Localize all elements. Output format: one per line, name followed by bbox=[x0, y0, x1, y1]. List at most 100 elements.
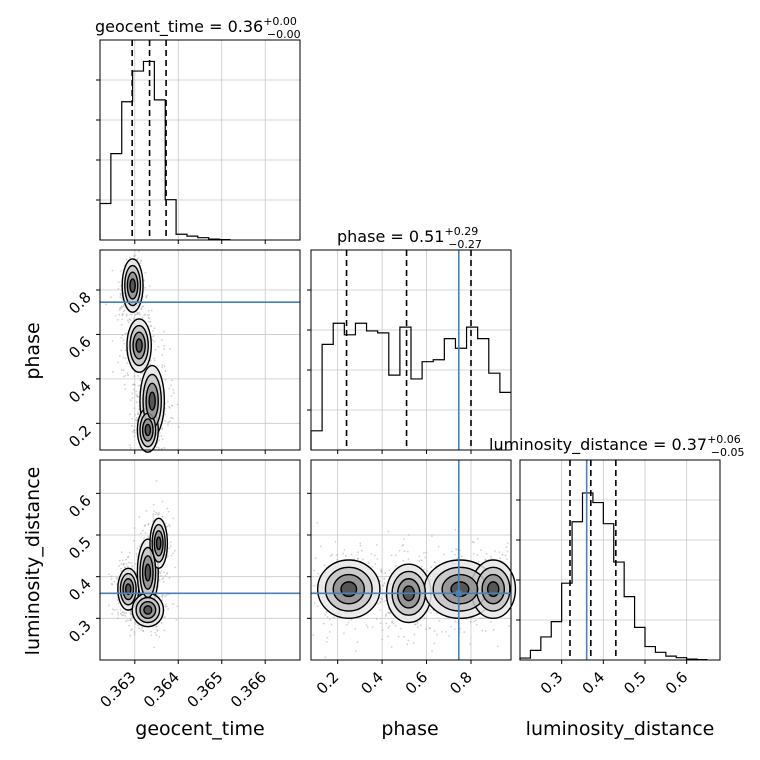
sample-point bbox=[129, 610, 132, 613]
sample-point bbox=[144, 532, 147, 534]
sample-point bbox=[438, 619, 441, 622]
sample-point bbox=[325, 641, 328, 643]
sample-point bbox=[122, 563, 125, 566]
sample-point bbox=[137, 624, 140, 627]
sample-point bbox=[137, 384, 140, 387]
sample-point bbox=[161, 366, 164, 369]
sample-point bbox=[118, 354, 121, 357]
panel-geocent-phase-contour-3-3 bbox=[144, 423, 152, 437]
sample-point bbox=[132, 255, 135, 257]
sample-point bbox=[124, 614, 127, 617]
sample-point bbox=[453, 628, 456, 631]
sample-point bbox=[156, 630, 159, 632]
sample-point bbox=[170, 384, 172, 387]
sample-point bbox=[131, 392, 134, 395]
xlabel-geocent-time: geocent_time bbox=[135, 718, 264, 740]
sample-point bbox=[163, 344, 166, 347]
sample-point bbox=[504, 554, 507, 557]
sample-point bbox=[137, 257, 140, 259]
sample-point bbox=[121, 611, 124, 614]
sample-point bbox=[118, 565, 120, 567]
panel-geocent-distance-frame bbox=[99, 459, 301, 661]
sample-point bbox=[147, 316, 150, 319]
sample-point bbox=[139, 379, 142, 382]
sample-point bbox=[129, 444, 131, 446]
sample-point bbox=[136, 413, 139, 416]
sample-point bbox=[120, 570, 123, 572]
sample-point bbox=[131, 565, 134, 567]
sample-point bbox=[124, 357, 127, 360]
sample-point bbox=[117, 361, 120, 364]
sample-point bbox=[398, 549, 401, 552]
sample-point bbox=[418, 555, 421, 558]
sample-point bbox=[122, 339, 125, 342]
sample-point bbox=[365, 624, 368, 627]
sample-point bbox=[137, 413, 140, 415]
panel-geocent-phase-contour-3-0 bbox=[129, 278, 136, 293]
sample-point bbox=[490, 555, 492, 558]
sample-point bbox=[120, 563, 123, 565]
sample-point bbox=[133, 431, 136, 434]
sample-point bbox=[143, 314, 146, 317]
sample-point bbox=[141, 316, 144, 319]
sample-point bbox=[136, 313, 139, 315]
sample-point bbox=[375, 543, 378, 546]
sample-point bbox=[130, 613, 133, 616]
sample-point bbox=[160, 594, 163, 597]
sample-point bbox=[350, 619, 353, 621]
sample-point bbox=[402, 635, 405, 638]
xtick-label-luminosity_distance-1: 0.4 bbox=[579, 668, 609, 698]
sample-point bbox=[120, 369, 123, 372]
xtick-label-luminosity_distance-3: 0.6 bbox=[662, 668, 692, 698]
sample-point bbox=[161, 515, 164, 518]
title-phase: phase = 0.51+0.29 −0.27 bbox=[337, 225, 482, 251]
sample-point bbox=[328, 631, 331, 633]
sample-point bbox=[117, 281, 120, 284]
sample-point bbox=[159, 572, 162, 575]
sample-point bbox=[416, 626, 419, 629]
sample-point bbox=[121, 297, 123, 299]
sample-point bbox=[371, 626, 374, 629]
sample-point bbox=[385, 622, 388, 625]
sample-point bbox=[166, 605, 168, 608]
sample-point bbox=[125, 258, 128, 261]
sample-point bbox=[117, 287, 120, 290]
sample-point bbox=[158, 636, 161, 638]
sample-point bbox=[476, 537, 479, 540]
sample-point bbox=[122, 611, 124, 614]
sample-point bbox=[136, 555, 139, 558]
hist-geocent_time-steps bbox=[99, 60, 231, 241]
sample-point bbox=[130, 613, 133, 616]
sample-point bbox=[161, 427, 164, 430]
sample-point bbox=[428, 627, 431, 630]
sample-point bbox=[163, 348, 165, 350]
sample-point bbox=[136, 548, 139, 550]
sample-point bbox=[391, 621, 393, 623]
sample-point bbox=[484, 558, 487, 561]
sample-point bbox=[141, 627, 144, 629]
sample-point bbox=[395, 564, 397, 567]
sample-point bbox=[128, 551, 131, 554]
sample-point bbox=[134, 419, 137, 421]
sample-point bbox=[127, 321, 130, 324]
sample-point bbox=[374, 563, 377, 565]
sample-point bbox=[161, 599, 163, 602]
xlabel-phase: phase bbox=[381, 718, 438, 740]
sample-point bbox=[112, 608, 114, 611]
sample-point bbox=[423, 552, 425, 554]
sample-point bbox=[154, 513, 157, 516]
sample-point bbox=[344, 555, 347, 557]
sample-point bbox=[436, 633, 438, 636]
sample-point bbox=[317, 572, 320, 575]
sample-point bbox=[120, 270, 122, 272]
sample-point bbox=[164, 574, 167, 577]
sample-point bbox=[135, 401, 138, 404]
sample-point bbox=[342, 552, 344, 555]
sample-point bbox=[469, 621, 472, 623]
sample-point bbox=[161, 428, 163, 431]
sample-point bbox=[140, 307, 143, 310]
sample-point bbox=[324, 614, 327, 616]
sample-point bbox=[111, 612, 114, 615]
ytick-label-luminosity_distance-3: 0.6 bbox=[65, 491, 95, 521]
